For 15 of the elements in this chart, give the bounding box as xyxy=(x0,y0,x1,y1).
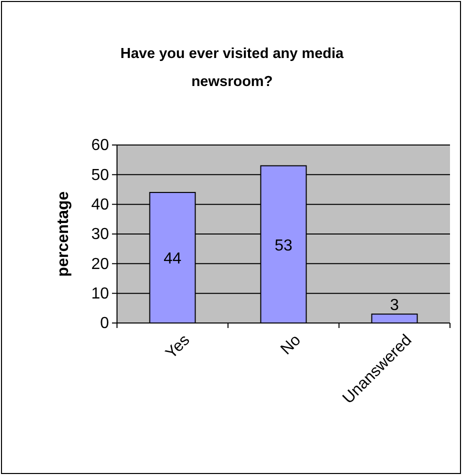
y-tick-label: 10 xyxy=(91,285,110,302)
y-tick-label: 0 xyxy=(100,315,110,332)
data-label: 44 xyxy=(164,250,182,268)
y-tick-label: 50 xyxy=(91,166,110,184)
data-label: 53 xyxy=(274,237,292,254)
y-axis-title: percentage xyxy=(55,191,72,277)
bar xyxy=(371,314,418,324)
x-tick-label: Yes xyxy=(162,332,194,362)
x-tick-label: No xyxy=(278,332,304,358)
y-tick-label: 30 xyxy=(91,226,110,244)
y-tick-label: 60 xyxy=(91,137,110,154)
y-tick-label: 20 xyxy=(91,256,110,273)
data-label: 3 xyxy=(390,297,400,314)
chart-title: Have you ever visited any media newsroom? xyxy=(120,46,345,90)
y-tick-label: 40 xyxy=(91,196,110,214)
